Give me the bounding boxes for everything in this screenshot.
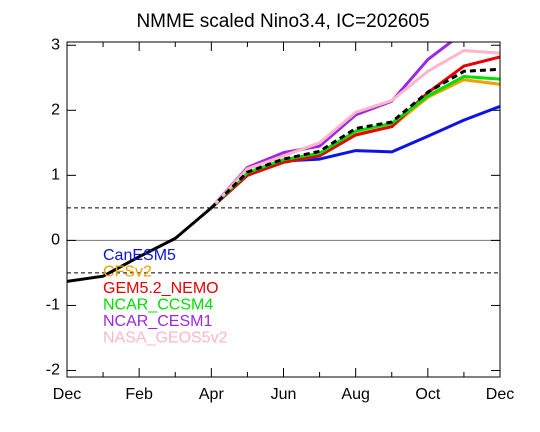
series-line [210, 55, 500, 210]
legend-entry: NASA_GEOS5v2 [103, 330, 228, 347]
x-tick-label: Apr [199, 386, 225, 403]
series-line [210, 49, 500, 209]
y-tick-label: 2 [51, 102, 60, 119]
y-tick-label: 3 [51, 36, 60, 53]
legend-entry: CanESM5 [103, 247, 176, 264]
series-line [210, 67, 500, 209]
chart-title: NMME scaled Nino3.4, IC=202605 [136, 11, 429, 32]
plot-area [67, 42, 500, 283]
y-tick-label: 0 [51, 232, 60, 249]
plot-frame [66, 41, 501, 378]
x-tick-label: Jun [271, 386, 297, 403]
y-tick-label: -2 [46, 362, 60, 379]
series-line [210, 78, 500, 209]
x-tick-label: Aug [341, 386, 369, 403]
x-tick-label: Feb [125, 386, 153, 403]
series-line [67, 206, 213, 283]
legend-entry: NCAR_CCSM4 [103, 297, 213, 314]
series-line [210, 75, 500, 209]
y-tick-label: 1 [51, 167, 60, 184]
x-tick-label: Dec [53, 386, 81, 403]
series-line [210, 42, 454, 209]
x-tick-label: Dec [486, 386, 514, 403]
legend-entry: GEM5.2_NEMO [103, 280, 219, 297]
x-tick-label: Oct [415, 386, 440, 403]
legend-entry: CFSv2 [103, 264, 152, 281]
series-line [210, 104, 500, 210]
y-tick-label: -1 [46, 297, 60, 314]
legend-entry: NCAR_CESM1 [103, 313, 212, 330]
